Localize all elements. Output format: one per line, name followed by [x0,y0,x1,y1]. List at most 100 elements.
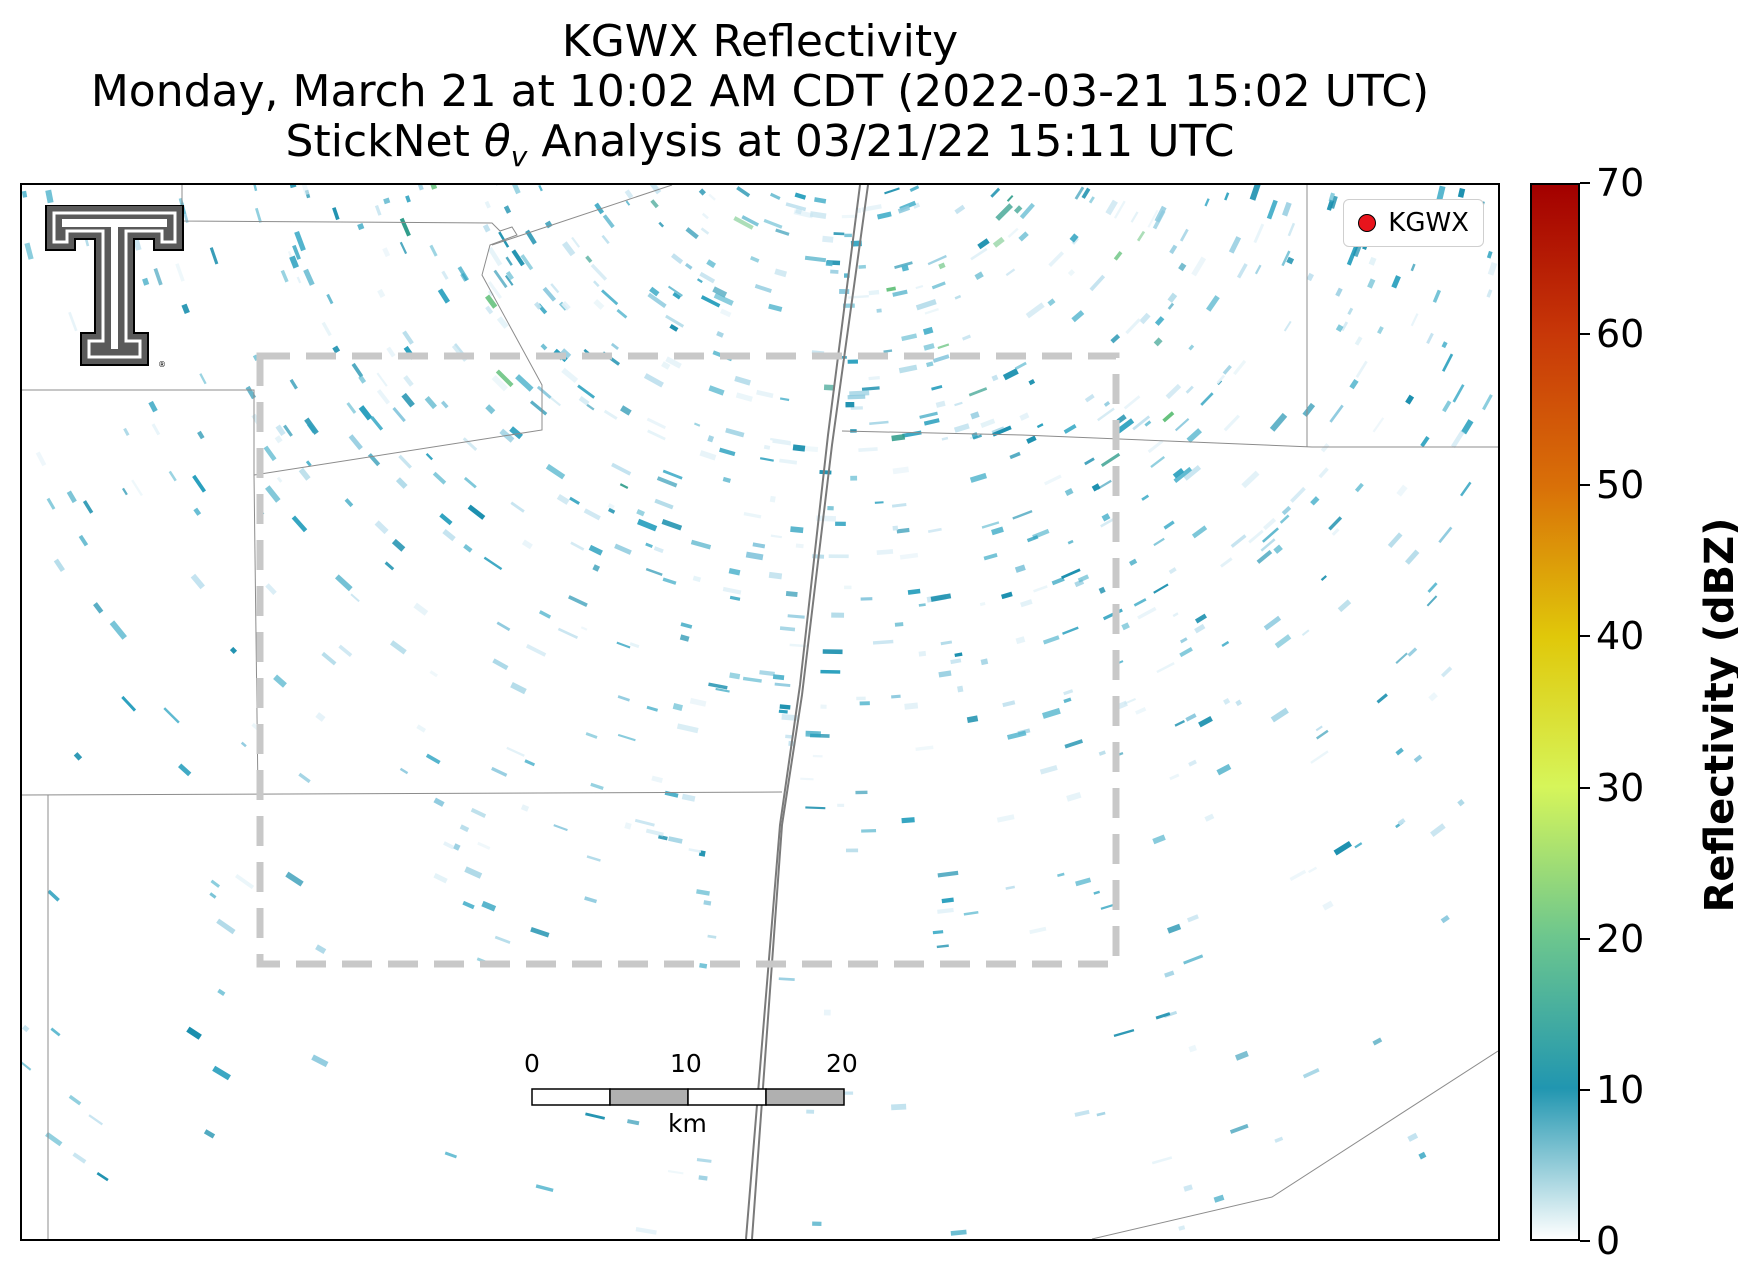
echo-gate [186,1026,202,1040]
echo-gate [805,730,821,738]
echo-gate [692,575,702,583]
echo-gate [1410,263,1416,272]
echo-gate [841,214,859,219]
echo-gate [509,426,524,440]
echo-gate [703,900,712,906]
echo-gate [665,356,682,369]
echo-gate [35,451,47,467]
echo-gate [1105,199,1118,216]
echo-gate [708,385,725,396]
echo-gate [332,345,341,354]
echo-gate [1130,211,1139,223]
echo-gate [736,186,751,198]
echo-gate [629,642,640,649]
echo-gate [743,511,762,519]
echo-gate [276,476,283,483]
echo-gate [511,249,525,267]
echo-gate [416,724,427,733]
echo-gate [1067,269,1075,277]
echo-gate [696,278,703,284]
echo-gate [610,342,619,350]
echo-gate [1002,368,1019,381]
echo-gate [935,400,946,408]
echo-gate [1283,320,1292,332]
echo-gate [957,685,964,693]
echo-gate [285,871,304,887]
echo-gate [22,190,28,198]
echo-gate [699,450,717,461]
echo-gate [1347,307,1354,316]
echo-gate [954,294,962,300]
echo-gate [611,462,632,476]
echo-gate [637,518,658,532]
echo-gate [403,375,414,387]
echo-gate [175,263,185,282]
scale-segment-1 [531,1088,611,1106]
echo-gate [1302,1068,1320,1079]
county-line-e [841,430,1498,448]
echo-gate [892,289,908,297]
echo-gate [1266,199,1278,220]
echo-gate [534,301,542,310]
echo-gate [1372,1037,1383,1046]
echo-gate [1263,615,1282,631]
echo-gate [1289,869,1307,881]
echo-gate [970,411,980,420]
radar-map[interactable]: ® KGWX 0 10 20 km [20,183,1500,1241]
colorbar-tick-label: 50 [1596,463,1645,508]
echo-gate [530,926,550,938]
colorbar-tick-mark [1580,1240,1590,1242]
echo-gate [432,471,447,485]
echo-gate [681,793,696,802]
echo-gate [1460,481,1472,497]
echo-gate [1220,557,1233,568]
colorbar-tick-label: 30 [1596,765,1645,810]
echo-gate [698,1175,708,1181]
echo-gate [1405,394,1415,405]
echo-gate [1233,359,1247,376]
echo-gate [647,429,666,441]
colorbar-tick-label: 0 [1596,1219,1621,1263]
echo-gate [1331,528,1340,536]
echo-gate [899,552,919,560]
state-line [745,185,869,1239]
echo-gate [1328,516,1343,531]
echo-gate [1457,798,1465,807]
echo-gate [759,670,775,677]
echo-gate [505,256,513,266]
echo-gate [918,603,926,607]
echo-gate [1200,392,1214,406]
echo-gate [653,546,664,554]
echo-gate [1253,223,1265,244]
echo-gate [962,334,971,341]
echo-gate [303,268,315,286]
echo-gate [1310,496,1320,506]
echo-gate [883,349,893,353]
echo-gate [891,694,901,699]
echo-gate [919,411,938,419]
echo-gate [265,583,277,595]
echo-gate [45,1131,63,1147]
echo-gate [699,271,716,284]
echo-gate [1440,666,1453,678]
echo-gate [1432,289,1441,303]
echo-gate [1098,586,1106,594]
echo-gate [1486,289,1493,298]
echo-gate [752,542,766,549]
echo-gate [707,934,717,939]
echo-gate [1270,707,1289,723]
echo-gate [1064,488,1074,497]
echo-gate [1204,198,1210,207]
echo-gate [1186,428,1202,443]
echo-gate [735,392,753,402]
echo-gate [557,627,579,639]
echo-gate [1006,195,1014,202]
echo-gate [898,364,918,374]
echo-gate [992,425,1012,437]
echo-gate [1074,1109,1090,1117]
echo-gate [131,479,143,497]
echo-gate [823,1009,831,1016]
echo-gate [1113,1028,1135,1038]
echo-gate [1185,385,1194,394]
echo-gate [348,434,363,451]
